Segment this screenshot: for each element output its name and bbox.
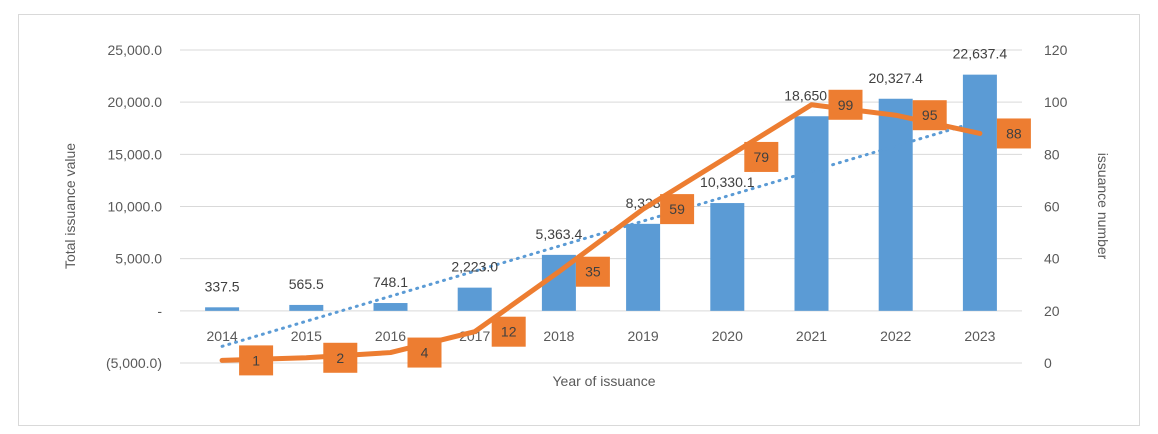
line-point-marker bbox=[239, 345, 274, 376]
right-tick-label: 0 bbox=[1044, 355, 1052, 371]
left-axis-title: Total issuance value bbox=[62, 143, 78, 269]
line-point-marker bbox=[323, 342, 358, 373]
line-point-marker bbox=[491, 316, 526, 347]
bar-data-label: 748.1 bbox=[373, 274, 408, 290]
line-data-label: 59 bbox=[669, 201, 685, 217]
right-axis-title: issuance number bbox=[1095, 153, 1111, 260]
line-data-label: 99 bbox=[838, 97, 854, 113]
x-tick-label: 2018 bbox=[543, 328, 574, 344]
bar-data-label: 18,650.0 bbox=[784, 87, 839, 103]
bar bbox=[373, 303, 408, 311]
line-point-marker bbox=[996, 118, 1031, 149]
bar-data-label: 20,327.4 bbox=[868, 70, 923, 86]
trendline bbox=[220, 119, 982, 348]
bar bbox=[457, 287, 492, 311]
right-tick-label: 80 bbox=[1044, 146, 1060, 162]
bar-data-label: 22,637.4 bbox=[953, 46, 1008, 62]
bar-data-label: 565.5 bbox=[289, 276, 324, 292]
x-axis-title: Year of issuance bbox=[553, 373, 656, 389]
bar bbox=[710, 203, 745, 311]
x-tick-label: 2020 bbox=[712, 328, 743, 344]
bar-data-label: 5,363.4 bbox=[536, 226, 583, 242]
right-tick-label: 20 bbox=[1044, 303, 1060, 319]
x-tick-label: 2016 bbox=[375, 328, 406, 344]
count-line bbox=[219, 102, 983, 363]
line-data-label: 1 bbox=[252, 352, 260, 368]
chart-frame bbox=[18, 14, 1140, 426]
line-point-marker bbox=[912, 100, 947, 131]
bar-data-label: 2,223.0 bbox=[451, 259, 498, 275]
bar-data-label: 337.5 bbox=[205, 278, 240, 294]
line-data-label: 35 bbox=[585, 264, 601, 280]
line-point-marker bbox=[407, 337, 442, 368]
line-point-marker bbox=[828, 89, 863, 120]
bar bbox=[962, 74, 997, 311]
bar-data-label: 10,330.1 bbox=[700, 174, 755, 190]
left-tick-label: (5,000.0) bbox=[106, 355, 162, 371]
left-tick-label: 10,000.0 bbox=[108, 199, 163, 215]
bar-data-label: 8,338 bbox=[626, 195, 661, 211]
right-tick-label: 40 bbox=[1044, 251, 1060, 267]
left-tick-label: - bbox=[157, 303, 162, 319]
right-tick-label: 120 bbox=[1044, 42, 1068, 58]
x-tick-label: 2014 bbox=[207, 328, 238, 344]
bar bbox=[878, 98, 913, 311]
line-point-marker bbox=[660, 194, 695, 225]
bar bbox=[205, 307, 240, 311]
x-tick-label: 2022 bbox=[880, 328, 911, 344]
left-tick-label: 25,000.0 bbox=[108, 42, 163, 58]
line-point-marker bbox=[575, 256, 610, 287]
x-tick-label: 2021 bbox=[796, 328, 827, 344]
line-point-marker bbox=[744, 141, 779, 172]
line-data-label: 4 bbox=[421, 345, 429, 361]
left-tick-label: 20,000.0 bbox=[108, 94, 163, 110]
line-data-label: 88 bbox=[1006, 125, 1022, 141]
line-data-label: 2 bbox=[336, 350, 344, 366]
bar bbox=[289, 304, 324, 311]
bar bbox=[626, 223, 661, 311]
x-tick-label: 2019 bbox=[628, 328, 659, 344]
line-data-label: 95 bbox=[922, 107, 938, 123]
right-tick-label: 60 bbox=[1044, 199, 1060, 215]
line-data-label: 79 bbox=[754, 149, 770, 165]
left-tick-label: 15,000.0 bbox=[108, 146, 163, 162]
bar bbox=[794, 116, 829, 311]
line-data-label: 12 bbox=[501, 324, 517, 340]
right-tick-label: 100 bbox=[1044, 94, 1068, 110]
x-tick-label: 2015 bbox=[291, 328, 322, 344]
x-tick-label: 2023 bbox=[964, 328, 995, 344]
left-tick-label: 5,000.0 bbox=[115, 251, 162, 267]
